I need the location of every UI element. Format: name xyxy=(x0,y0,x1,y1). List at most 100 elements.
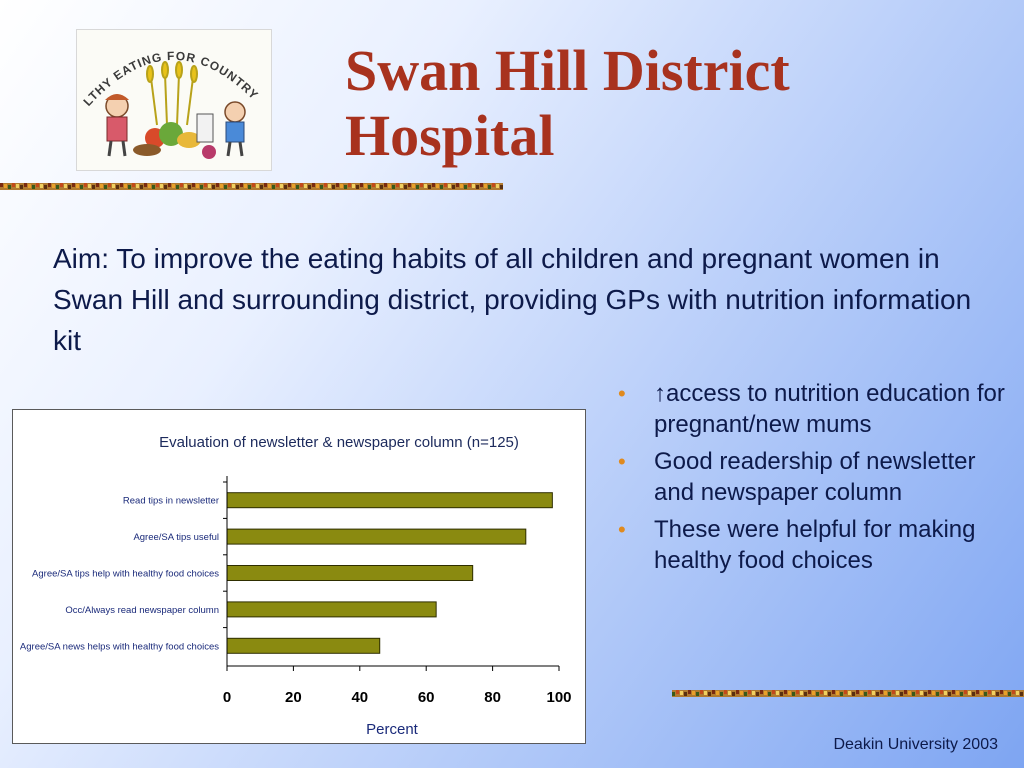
divider-seed xyxy=(720,692,723,696)
divider-seed xyxy=(52,184,55,188)
divider-seed xyxy=(784,690,787,694)
divider-seed xyxy=(872,691,875,695)
divider-seed xyxy=(804,692,807,696)
divider-seed xyxy=(980,691,983,695)
divider-seed xyxy=(936,692,939,696)
divider-seed xyxy=(196,184,199,188)
divider-seed xyxy=(468,183,471,187)
divider-seed xyxy=(420,183,423,187)
divider-seed xyxy=(456,183,459,187)
divider-seed xyxy=(272,185,275,189)
divider-seed xyxy=(4,184,7,188)
bullet-list: • ↑access to nutrition education for pre… xyxy=(616,378,1006,582)
divider-seed xyxy=(64,184,67,188)
divider-seed xyxy=(304,184,307,188)
divider-seed xyxy=(716,691,719,695)
category-label: Agree/SA tips help with healthy food cho… xyxy=(32,569,219,580)
divider-seed xyxy=(680,691,683,695)
divider-seed xyxy=(428,185,431,189)
divider-seed xyxy=(496,184,499,188)
divider-seed xyxy=(132,183,135,187)
divider-seed xyxy=(96,183,99,187)
title-line-1: Swan Hill District xyxy=(345,38,790,103)
bar xyxy=(226,637,381,654)
divider-seed xyxy=(28,184,31,188)
divider-seed xyxy=(384,183,387,187)
divider-seed xyxy=(92,185,95,189)
divider-seed xyxy=(412,184,415,188)
divider-seed xyxy=(888,692,891,696)
divider-seed xyxy=(264,183,267,187)
divider-seed xyxy=(908,691,911,695)
x-tick-label: 60 xyxy=(418,689,435,706)
divider-seed xyxy=(916,690,919,694)
divider-seed xyxy=(480,183,483,187)
divider-seed xyxy=(672,692,675,696)
divider-seed xyxy=(112,184,115,188)
divider-seed xyxy=(984,692,987,696)
divider-seed xyxy=(708,692,711,696)
divider-seed xyxy=(464,185,467,189)
bullet-dot: • xyxy=(618,517,626,542)
divider-seed xyxy=(260,185,263,189)
divider-seed xyxy=(704,691,707,695)
divider-seed xyxy=(744,692,747,696)
divider-seed xyxy=(356,185,359,189)
divider-seed xyxy=(308,185,311,189)
divider-seed xyxy=(988,690,991,694)
divider-seed xyxy=(148,184,151,188)
divider-seed xyxy=(928,690,931,694)
divider-seed xyxy=(340,184,343,188)
divider-seed xyxy=(436,184,439,188)
bullet-text: Good readership of newsletter and newspa… xyxy=(654,448,976,506)
divider-seed xyxy=(140,185,143,189)
divider-seed xyxy=(1016,691,1019,695)
svg-text:HEALTHY EATING FOR COUNTRY KID: HEALTHY EATING FOR COUNTRY KIDS xyxy=(77,30,264,109)
divider-seed xyxy=(48,183,51,187)
divider-seed xyxy=(844,690,847,694)
logo-text: HEALTHY EATING FOR COUNTRY KIDS xyxy=(77,30,263,109)
divider-seed xyxy=(972,692,975,696)
divider-seed xyxy=(220,184,223,188)
divider-seed xyxy=(380,185,383,189)
divider-seed xyxy=(128,185,131,189)
divider-seed xyxy=(100,184,103,188)
divider-seed xyxy=(836,691,839,695)
divider-seed xyxy=(1004,691,1007,695)
divider-seed xyxy=(808,690,811,694)
divider-seed xyxy=(764,691,767,695)
divider-seed xyxy=(212,185,215,189)
divider-seed xyxy=(20,185,23,189)
divider-seed xyxy=(824,691,827,695)
footer-credit: Deakin University 2003 xyxy=(833,736,998,753)
bar-chart: Evaluation of newsletter & newspaper col… xyxy=(12,409,586,744)
divider-seed xyxy=(848,691,851,695)
divider-seed xyxy=(156,183,159,187)
divider-seed xyxy=(912,692,915,696)
bullet-text: ↑access to nutrition education for pregn… xyxy=(654,380,1005,438)
divider-seed xyxy=(348,183,351,187)
divider-seed xyxy=(68,185,71,189)
divider-seed xyxy=(252,183,255,187)
divider-seed xyxy=(244,184,247,188)
divider-seed xyxy=(172,184,175,188)
divider-seed xyxy=(956,691,959,695)
category-label: Agree/SA news helps with healthy food ch… xyxy=(20,641,219,652)
bar xyxy=(226,492,553,509)
divider-seed xyxy=(344,185,347,189)
divider-seed xyxy=(444,183,447,187)
category-label: Read tips in newsletter xyxy=(123,496,219,507)
divider-seed xyxy=(1000,690,1003,694)
bar xyxy=(226,528,527,545)
divider-seed xyxy=(400,184,403,188)
divider-seed xyxy=(80,185,83,189)
divider-seed xyxy=(484,184,487,188)
divider-seed xyxy=(736,690,739,694)
divider-seed xyxy=(968,691,971,695)
divider-seed xyxy=(364,184,367,188)
divider-seed xyxy=(880,690,883,694)
divider-seed xyxy=(24,183,27,187)
healthy-eating-logo: HEALTHY EATING FOR COUNTRY KIDS xyxy=(76,29,272,171)
logo-illustration: HEALTHY EATING FOR COUNTRY KIDS xyxy=(77,30,264,159)
divider-seed xyxy=(300,183,303,187)
